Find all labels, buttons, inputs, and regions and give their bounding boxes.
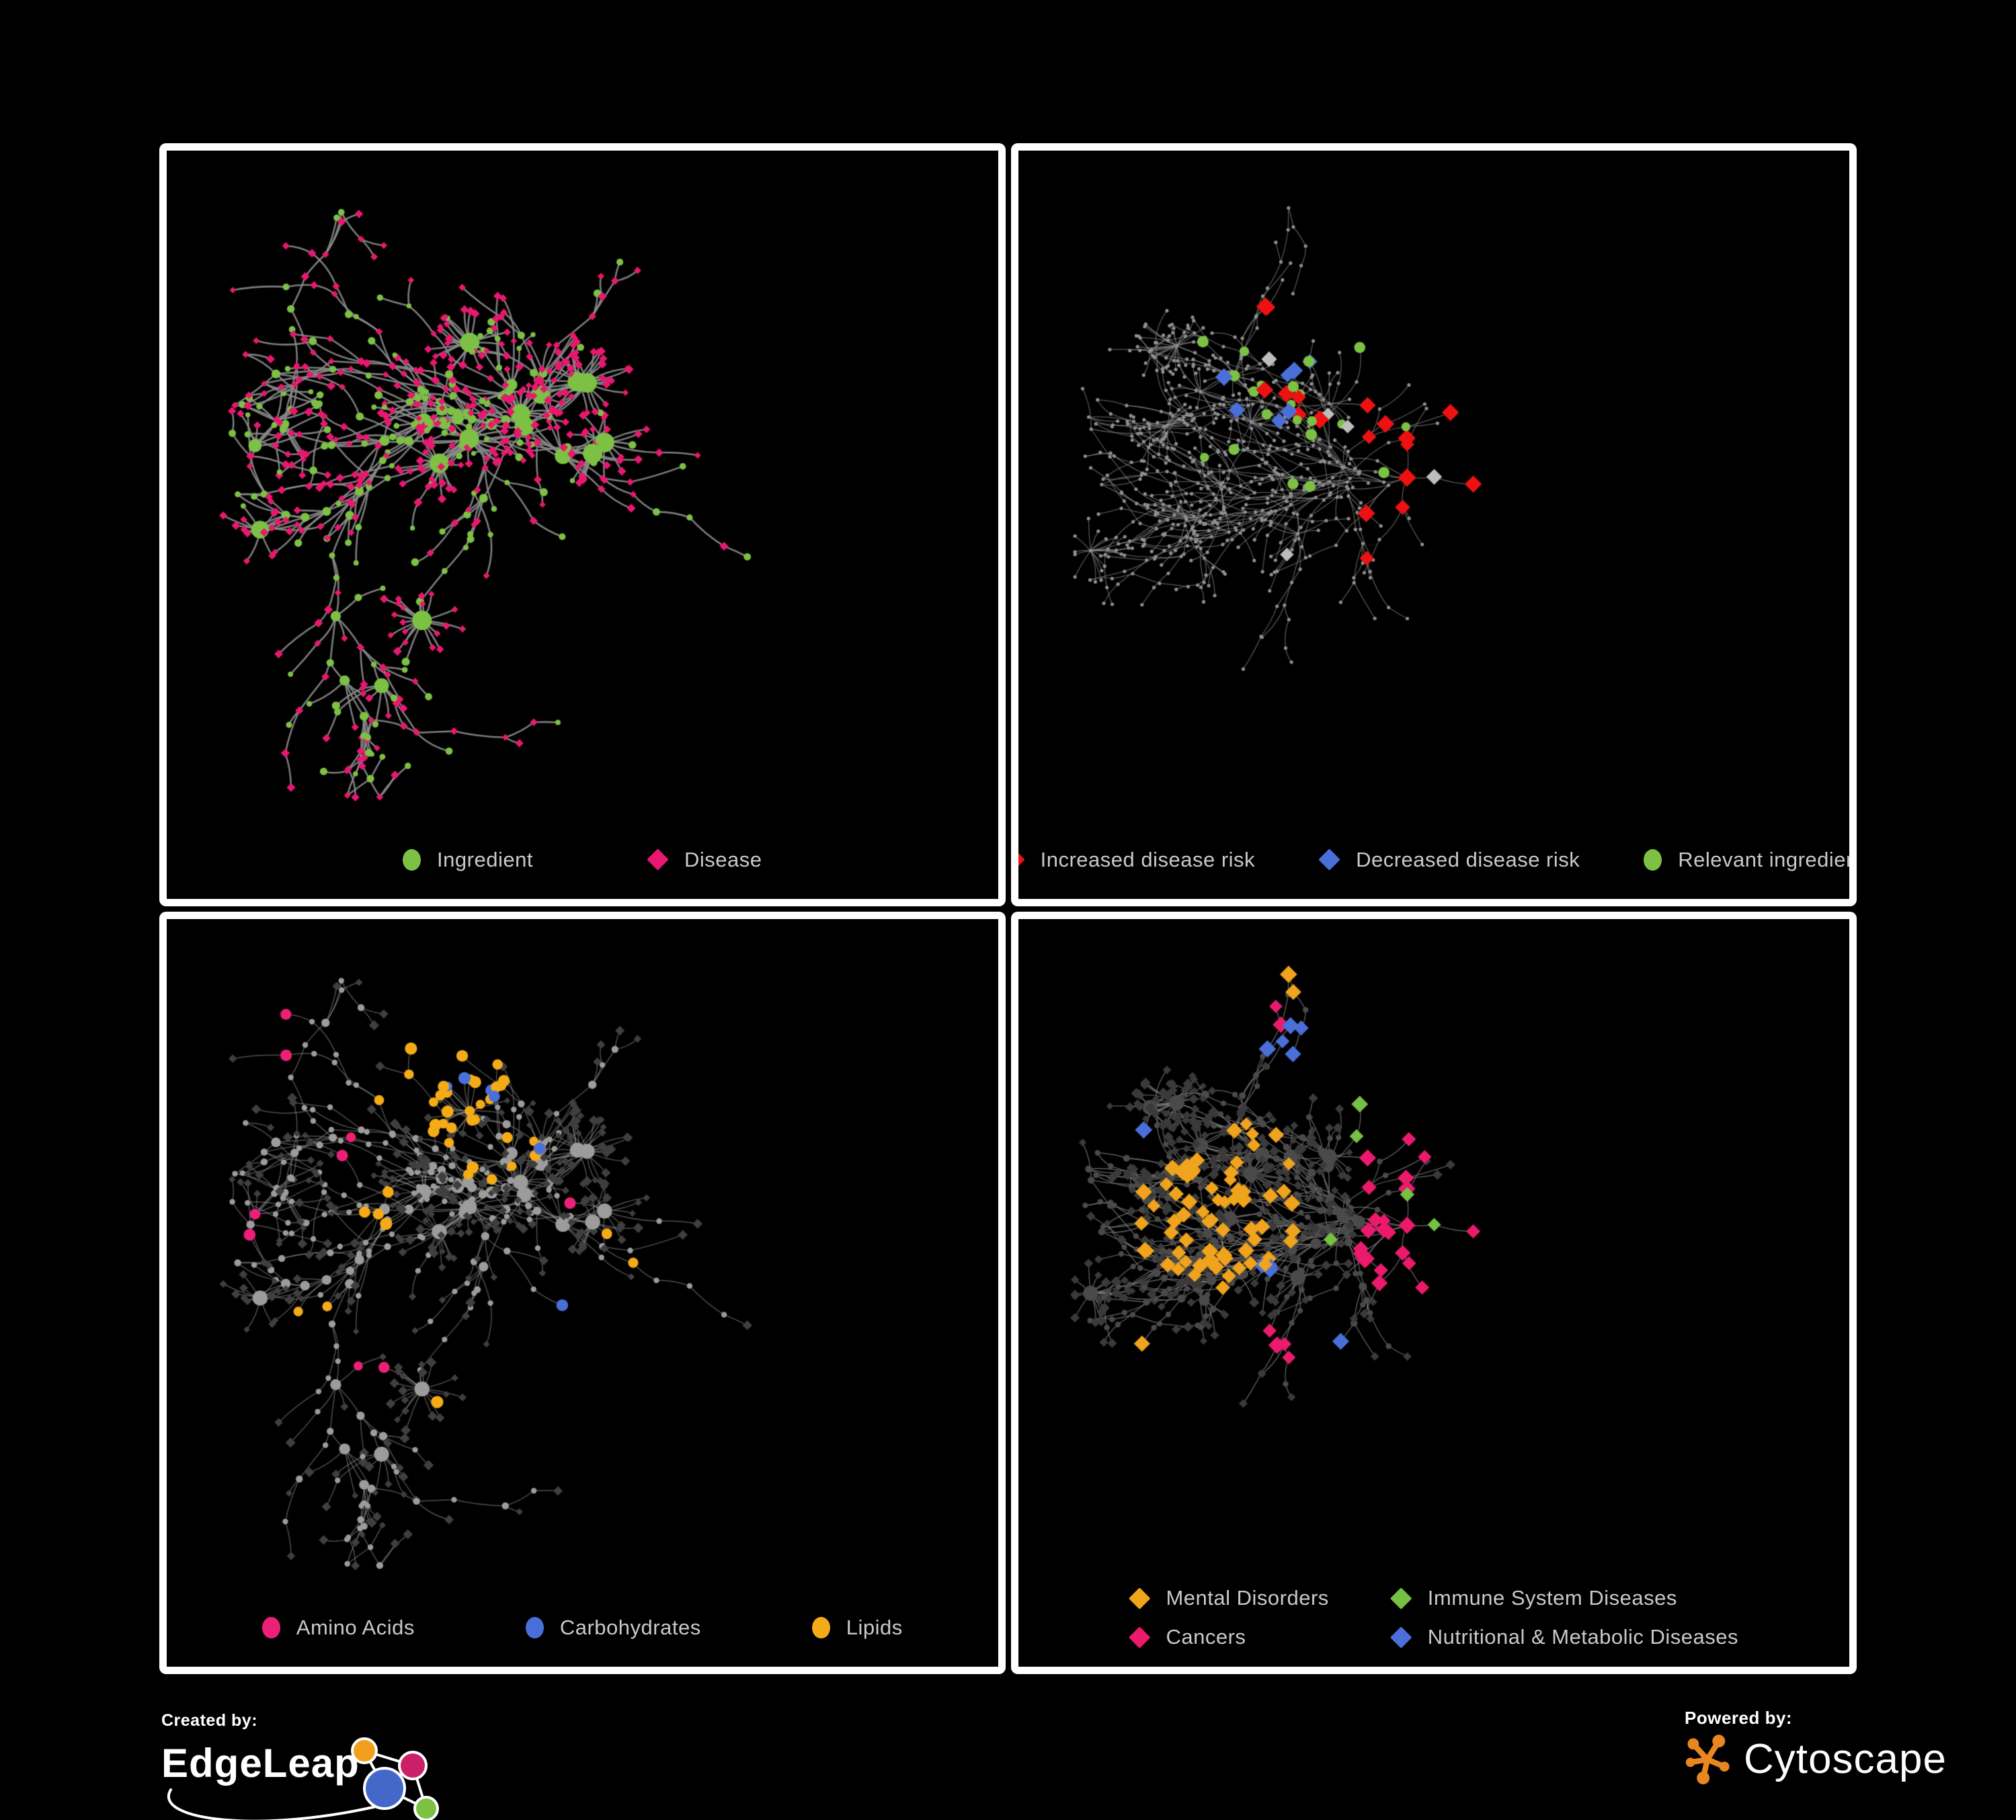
legend-label-increased-risk: Increased disease risk [1040,847,1256,871]
legend-item-lipids: Lipids [811,1616,903,1640]
panel-grid: Ingredient Disease Increased disease ris… [159,143,1857,1674]
legend-label-decreased-risk: Decreased disease risk [1356,847,1580,871]
edgeleap-wordmark: EdgeLeap [161,1741,360,1786]
relevant-ingredient-legend-icon [1644,848,1662,871]
created-by-block: Created by: EdgeLeap [161,1711,538,1820]
increased-risk-legend-icon [1018,848,1025,871]
decreased-risk-legend-icon [1318,848,1340,871]
legend-item-mental-disorders: Mental Disorders [1128,1586,1329,1610]
edgeleap-logo-icon [167,1737,439,1820]
legend-label-carbohydrates: Carbohydrates [559,1616,701,1639]
legend-label-nutritional-metabolic-diseases: Nutritional & Metabolic Diseases [1427,1625,1739,1649]
legend-item-amino-acids: Amino Acids [261,1616,415,1640]
cancers-legend-icon [1128,1626,1151,1649]
amino-acids-legend-icon [261,1617,280,1638]
legend-nutrient-categories: Amino Acids Carbohydrates Lipids [183,1616,982,1640]
legend-item-ingredient: Ingredient [403,848,533,872]
legend-label-amino-acids: Amino Acids [296,1616,415,1639]
legend-label-mental-disorders: Mental Disorders [1166,1586,1329,1610]
immune-system-diseases-legend-icon [1390,1587,1412,1610]
cytoscape-logo-icon [1685,1735,1730,1784]
lipids-legend-icon [811,1617,830,1638]
panel-disease-categories: Mental Disorders Immune System Diseases … [1010,911,1857,1674]
legend-item-disease: Disease [647,848,762,872]
legend-label-ingredient: Ingredient [437,847,533,871]
ingredient-legend-icon [403,848,421,871]
panel-ingredient-disease: Ingredient Disease [159,143,1006,906]
carbohydrates-legend-icon [525,1617,544,1638]
created-by-label: Created by: [161,1711,258,1730]
legend-label-disease: Disease [684,847,762,871]
disease-legend-icon [647,848,669,871]
legend-item-increased-risk: Increased disease risk [1018,847,1256,872]
panel-disease-risk: Increased disease risk Decreased disease… [1010,143,1857,906]
nutrient-categories-network-canvas [167,918,998,1667]
mental-disorders-legend-icon [1128,1587,1151,1610]
powered-by-label: Powered by: [1685,1708,1793,1728]
disease-risk-network-canvas [1018,151,1850,899]
powered-by-block: Powered by: Cytosc [1682,1708,1964,1815]
legend-label-cancers: Cancers [1166,1625,1246,1649]
disease-categories-network-canvas [1018,918,1850,1667]
legend-label-relevant-ingredient: Relevant ingredient [1678,847,1857,871]
ingredient-disease-network-canvas [167,151,998,899]
panel-nutrient-categories: Amino Acids Carbohydrates Lipids [159,911,1006,1674]
cytoscape-wordmark: Cytoscape [1744,1735,1947,1782]
legend-item-carbohydrates: Carbohydrates [525,1616,701,1640]
legend-item-decreased-risk: Decreased disease risk [1318,847,1580,872]
legend-label-lipids: Lipids [846,1616,903,1639]
legend-disease-categories: Mental Disorders Immune System Diseases … [1128,1586,1739,1649]
legend-item-nutritional-metabolic-diseases: Nutritional & Metabolic Diseases [1390,1625,1739,1649]
legend-ingredient-disease: Ingredient Disease [183,848,982,872]
edgeleap-logo: EdgeLeap [161,1731,538,1820]
legend-item-immune-system-diseases: Immune System Diseases [1390,1586,1738,1610]
legend-disease-risk: Increased disease risk Decreased disease… [1018,847,1849,872]
nutritional-metabolic-diseases-legend-icon [1390,1626,1412,1649]
legend-item-relevant-ingredient: Relevant ingredient [1644,847,1857,872]
legend-label-immune-system-diseases: Immune System Diseases [1427,1586,1677,1610]
legend-item-cancers: Cancers [1128,1625,1328,1649]
